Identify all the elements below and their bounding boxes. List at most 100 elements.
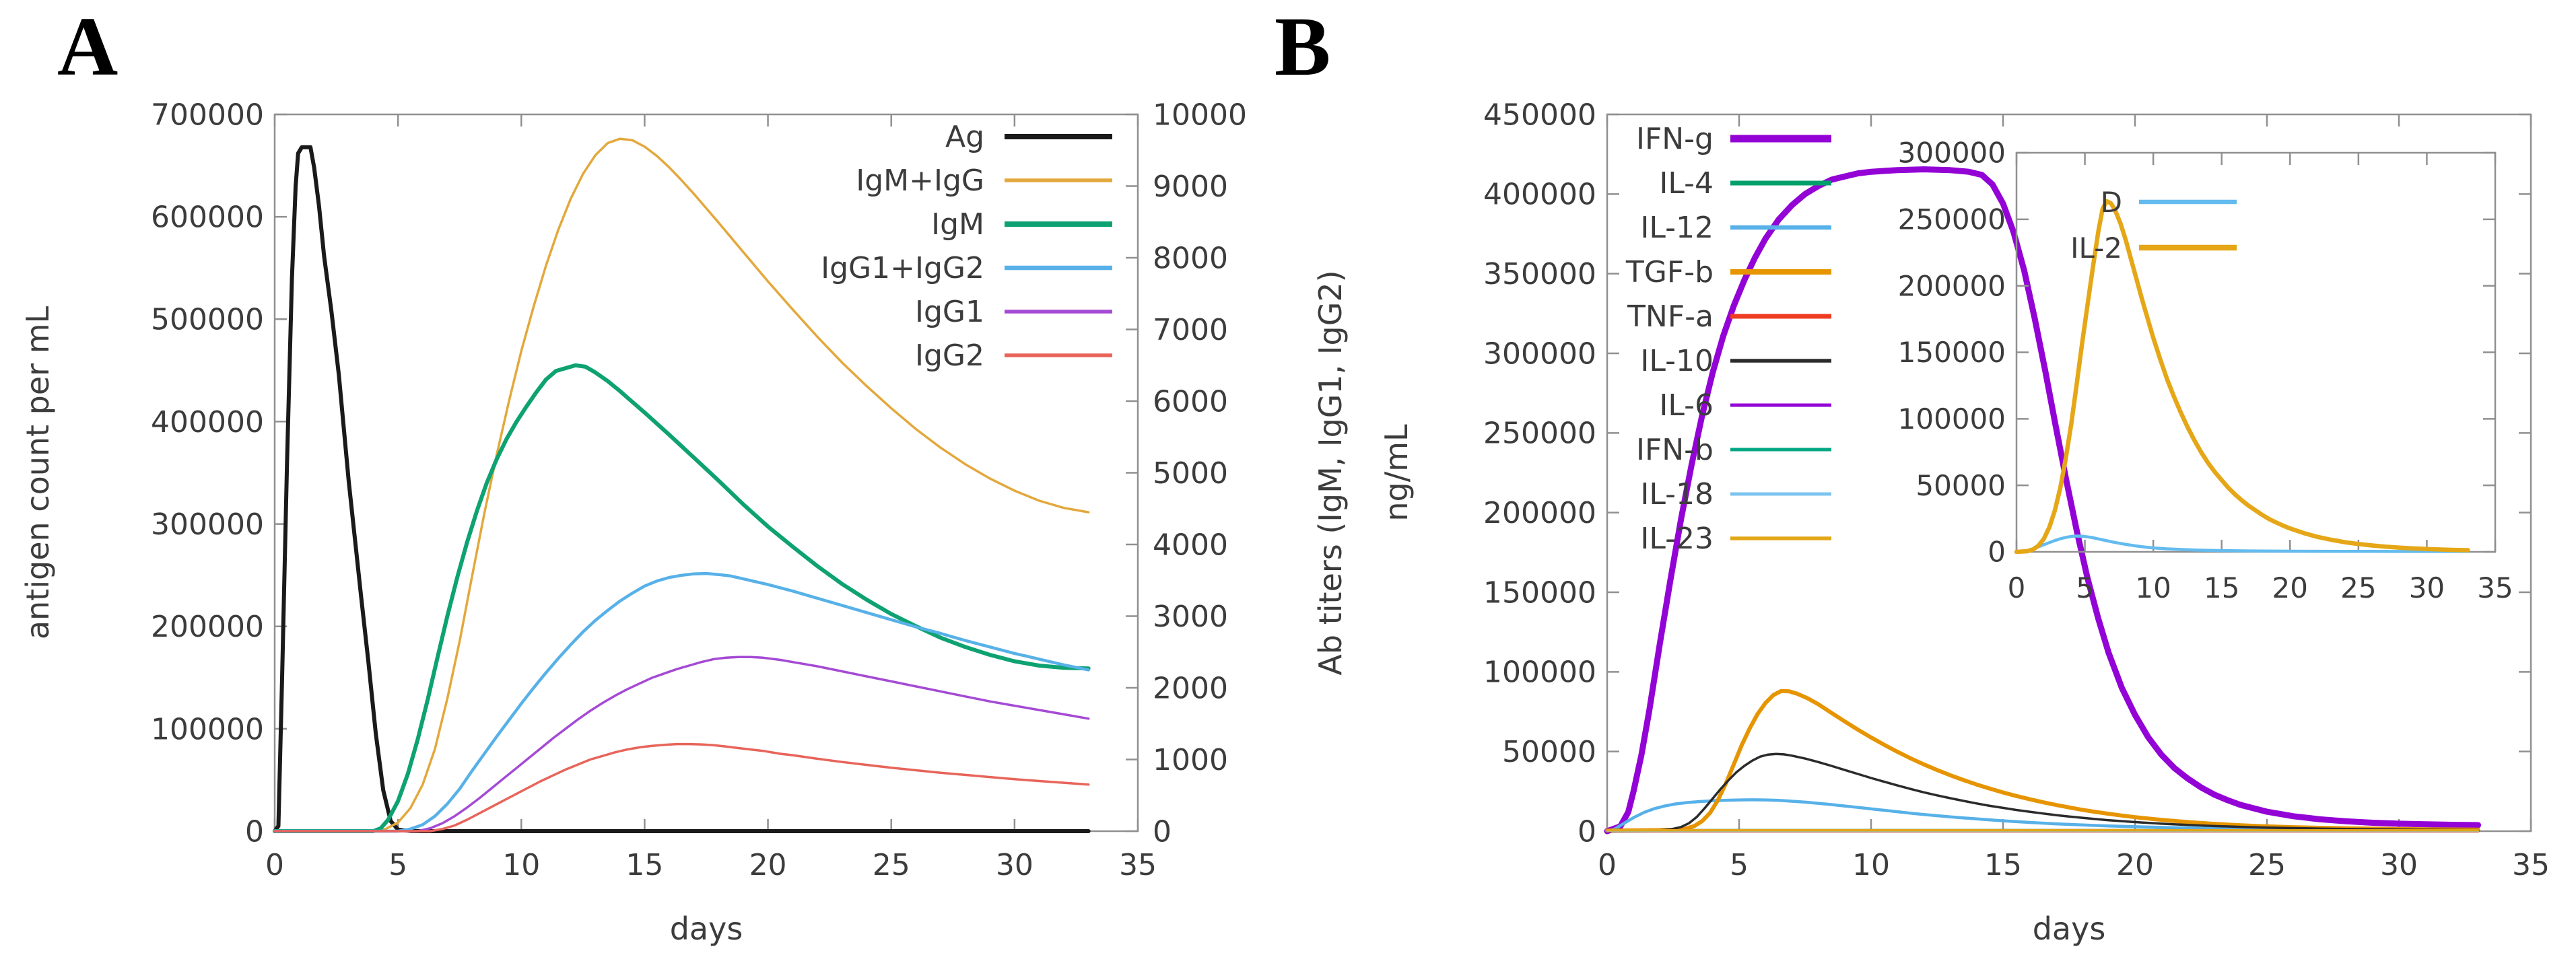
y2-tick-label: 4000 bbox=[1153, 528, 1228, 562]
x-tick-label: 5 bbox=[1730, 848, 1749, 882]
panel-B-legend: IFN-g IL-4 IL-12 TGF-b TNF-a IL-10 IL-6 IFN-b IL… bbox=[1625, 122, 1831, 556]
x-tick-label: 0 bbox=[265, 848, 284, 882]
x-tick-label: 5 bbox=[2076, 571, 2094, 604]
y-tick-label: 300000 bbox=[1898, 137, 2006, 170]
legend-label-IgG2: IgG2 bbox=[915, 339, 984, 373]
y2-tick-label: 7000 bbox=[1153, 313, 1228, 347]
series-line-IgG2 bbox=[273, 742, 1090, 833]
y-tick-label: 0 bbox=[1988, 536, 2006, 569]
legend-label-IgM+IgG: IgM+IgG bbox=[856, 164, 984, 198]
panel-B-inset-series bbox=[2014, 199, 2470, 555]
y-tick-label: 600000 bbox=[151, 201, 264, 235]
x-tick-label: 0 bbox=[1598, 848, 1617, 882]
y-tick-label: 400000 bbox=[151, 405, 264, 439]
x-tick-label: 5 bbox=[388, 848, 407, 882]
y-tick-label: 400000 bbox=[1483, 178, 1596, 212]
x-tick-label: 20 bbox=[2272, 571, 2308, 604]
panel-A-axes: 0 5 10 15 20 25 30 3501000002000003000004000005… bbox=[151, 98, 1247, 882]
y-tick-label: 150000 bbox=[1483, 575, 1596, 610]
y2-tick-label: 10000 bbox=[1153, 98, 1247, 132]
series-line-IFN-g bbox=[1604, 166, 2482, 835]
legend-label-IgG1+IgG2: IgG1+IgG2 bbox=[821, 251, 984, 285]
x-tick-label: 25 bbox=[2340, 571, 2376, 604]
y2-tick-label: 0 bbox=[1153, 814, 1172, 849]
x-axis-title: days bbox=[670, 911, 743, 947]
series-line-IL-2 bbox=[2014, 199, 2470, 555]
x-tick-label: 35 bbox=[1119, 848, 1157, 882]
y-tick-label: 300000 bbox=[1483, 337, 1596, 371]
legend-label-IL-10: IL-10 bbox=[1640, 344, 1714, 378]
y-tick-label: 500000 bbox=[151, 303, 264, 337]
x-tick-label: 30 bbox=[2380, 848, 2418, 882]
legend-label-TNF-a: TNF-a bbox=[1627, 299, 1714, 334]
legend-label-IL-23: IL-23 bbox=[1640, 522, 1714, 556]
series-line-IgM bbox=[273, 363, 1091, 833]
y-tick-label: 250000 bbox=[1483, 417, 1596, 451]
legend-label-Ag: Ag bbox=[945, 120, 984, 154]
y-tick-label: 200000 bbox=[151, 610, 264, 644]
y-tick-label: 0 bbox=[245, 814, 264, 849]
y-tick-label: 250000 bbox=[1898, 203, 2006, 236]
legend-label-IFN-b: IFN-b bbox=[1636, 433, 1714, 467]
series-line-IgG1 bbox=[273, 656, 1090, 833]
legend-label-IL-12: IL-12 bbox=[1640, 211, 1714, 245]
panel-A-series bbox=[273, 137, 1091, 833]
x-tick-label: 10 bbox=[502, 848, 540, 882]
y-axis-title: antigen count per mL bbox=[20, 306, 56, 639]
y2-tick-label: 3000 bbox=[1153, 600, 1228, 634]
y-tick-label: 200000 bbox=[1483, 496, 1596, 530]
y-tick-label: 100000 bbox=[1898, 402, 2006, 435]
panel-B: 0 5 10 15 20 25 30 35 0 50000 100000 150000 200000 25… bbox=[1378, 98, 2550, 947]
x-tick-label: 15 bbox=[2204, 571, 2239, 604]
series-line-IL-10 bbox=[1606, 752, 2480, 833]
y2-tick-label: 8000 bbox=[1153, 241, 1228, 275]
x-tick-label: 15 bbox=[625, 848, 663, 882]
x-tick-label: 0 bbox=[2008, 571, 2026, 604]
panel-B-series bbox=[1604, 166, 2482, 835]
y-tick-label: 450000 bbox=[1483, 98, 1596, 132]
panel-b-label: B bbox=[1275, 1, 1331, 94]
x-tick-label: 20 bbox=[2116, 848, 2154, 882]
legend-label-TGF-b: TGF-b bbox=[1625, 255, 1714, 289]
y-tick-label: 200000 bbox=[1898, 269, 2006, 302]
x-tick-label: 30 bbox=[2409, 571, 2445, 604]
panel-a-label: A bbox=[57, 1, 118, 94]
x-tick-label: 10 bbox=[1852, 848, 1890, 882]
y-tick-label: 0 bbox=[1578, 814, 1596, 849]
y2-tick-label: 9000 bbox=[1153, 170, 1228, 204]
legend-label-IL-2: IL-2 bbox=[2070, 232, 2122, 264]
legend-label-IL-6: IL-6 bbox=[1659, 388, 1714, 423]
legend-label-IL-18: IL-18 bbox=[1640, 477, 1714, 511]
panel-A: 0 5 10 15 20 25 30 3501000002000003000004000005… bbox=[20, 98, 1349, 947]
panel-A-legend: Ag IgM+IgG IgM IgG1+IgG2 IgG1 IgG2 bbox=[821, 120, 1112, 373]
y2-tick-label: 1000 bbox=[1153, 743, 1228, 777]
y-tick-label: 100000 bbox=[151, 712, 264, 746]
legend-label-D: D bbox=[2101, 186, 2122, 219]
x-axis-title: days bbox=[2033, 911, 2106, 947]
y-axis-title: ng/mL bbox=[1378, 424, 1415, 522]
x-tick-label: 10 bbox=[2135, 571, 2171, 604]
series-line-Ag bbox=[273, 145, 1091, 833]
x-tick-label: 15 bbox=[1984, 848, 2022, 882]
panel-B-inset-axes: 0 5 10 15 20 25 30 35 0 50000 100000 150000 200000 25… bbox=[1898, 137, 2513, 604]
y2-tick-label: 6000 bbox=[1153, 384, 1228, 419]
legend-label-IL-4: IL-4 bbox=[1659, 166, 1714, 201]
y2-tick-label: 2000 bbox=[1153, 671, 1228, 705]
y-tick-label: 50000 bbox=[1502, 735, 1596, 769]
x-tick-label: 35 bbox=[2512, 848, 2550, 882]
series-line-IgG1+IgG2 bbox=[273, 571, 1090, 833]
series-line-IgM+IgG bbox=[273, 137, 1090, 833]
y-tick-label: 150000 bbox=[1898, 336, 2006, 369]
y-tick-label: 300000 bbox=[151, 507, 264, 542]
plot-border bbox=[2015, 151, 2497, 553]
x-tick-label: 35 bbox=[2477, 571, 2513, 604]
y-tick-label: 350000 bbox=[1483, 257, 1596, 291]
x-tick-label: 20 bbox=[749, 848, 787, 882]
panel-B-axes: 0 5 10 15 20 25 30 35 0 50000 100000 150000 200000 25… bbox=[1483, 98, 2550, 882]
series-line-TGF-b bbox=[1605, 688, 2480, 833]
x-tick-label: 25 bbox=[873, 848, 910, 882]
y-tick-label: 100000 bbox=[1483, 656, 1596, 690]
legend-label-IgM: IgM bbox=[931, 207, 984, 242]
